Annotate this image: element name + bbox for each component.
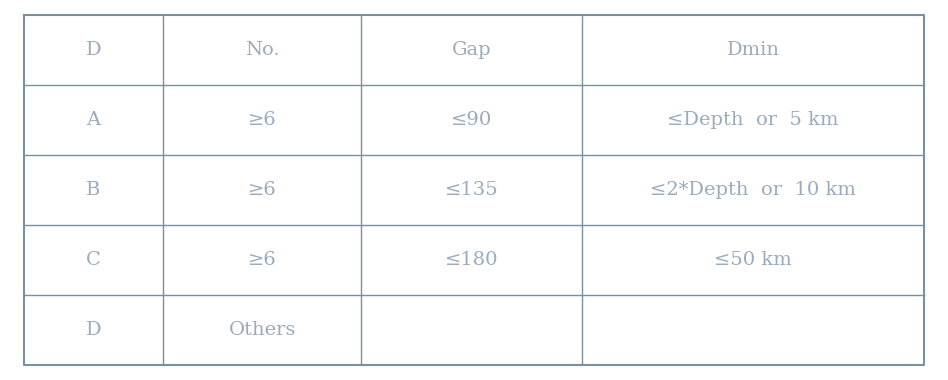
Text: ≥6: ≥6 xyxy=(248,181,277,199)
Text: D: D xyxy=(85,321,101,339)
Text: Others: Others xyxy=(228,321,296,339)
Text: No.: No. xyxy=(245,41,280,59)
Text: Gap: Gap xyxy=(452,41,492,59)
Text: B: B xyxy=(86,181,100,199)
Text: ≥6: ≥6 xyxy=(248,111,277,129)
Text: A: A xyxy=(86,111,100,129)
Text: ≥6: ≥6 xyxy=(248,251,277,269)
Text: ≤2*Depth  or  10 km: ≤2*Depth or 10 km xyxy=(650,181,856,199)
Text: ≤180: ≤180 xyxy=(445,251,499,269)
Text: ≤90: ≤90 xyxy=(451,111,492,129)
Text: ≤50 km: ≤50 km xyxy=(714,251,793,269)
Text: ≤135: ≤135 xyxy=(445,181,499,199)
Text: ≤Depth  or  5 km: ≤Depth or 5 km xyxy=(667,111,839,129)
Text: D: D xyxy=(85,41,101,59)
Text: Dmin: Dmin xyxy=(727,41,779,59)
Text: C: C xyxy=(86,251,100,269)
